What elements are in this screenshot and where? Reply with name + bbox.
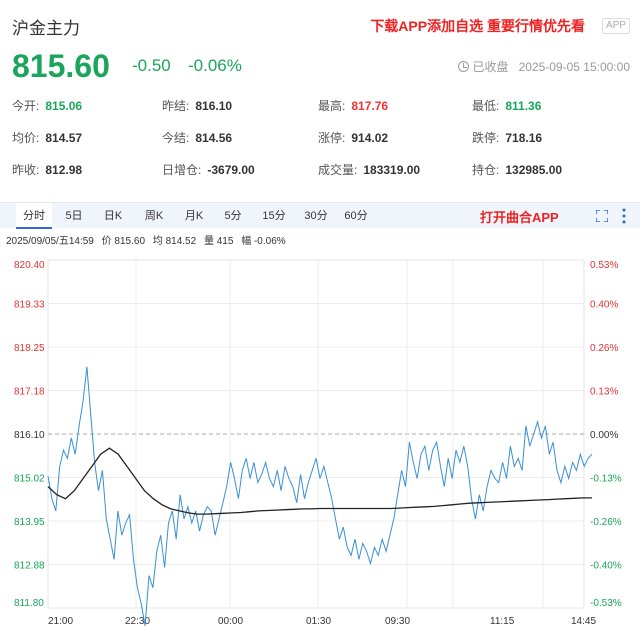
period-tab[interactable]: 5日 [65, 210, 83, 222]
pct-tick-label: 0.00% [590, 430, 618, 441]
open-app-link[interactable]: 打开曲合APP [480, 210, 559, 225]
quote-cell: 持仓: 132985.00 [472, 161, 562, 178]
pct-tick-label: 0.26% [590, 343, 618, 354]
period-tab[interactable]: 15分 [262, 210, 286, 222]
price-line [47, 366, 593, 626]
app-badge[interactable]: APP [601, 18, 630, 34]
market-status-text: 已收盘 [472, 60, 509, 74]
quote-grid: 今开: 815.06 昨结: 816.10 最高: 817.76 最低: 811.36 均价: 8… [12, 92, 632, 188]
quote-row: 均价: 814.57 今结: 814.56 涨停: 914.02 跌停: 718.16 [12, 124, 632, 156]
quote-label: 昨结: [162, 99, 190, 113]
chart-info-bar: 2025/09/05/五14:59 价 815.60 均 814.52 量 41… [6, 232, 291, 247]
quote-cell: 最低: 811.36 [472, 97, 541, 114]
y-tick-label: 816.10 [14, 430, 45, 441]
quote-label: 跌停: [472, 131, 500, 145]
period-toolbar: 打开曲合APP 分时 5日 日K 周K 月K 5分 15分 30分 60分 [0, 202, 640, 229]
period-tab[interactable]: 30分 [304, 210, 328, 222]
quote-label: 持仓: [472, 163, 500, 177]
y-tick-label: 815.02 [14, 474, 45, 485]
quote-value: 811.36 [505, 99, 542, 113]
y-tick-label: 813.95 [14, 517, 45, 528]
quote-value: 815.06 [45, 99, 83, 113]
quote-label: 最高: [318, 99, 346, 113]
quote-cell: 最高: 817.76 [318, 97, 388, 114]
y-tick-label: 819.33 [14, 300, 45, 311]
download-app-promo[interactable]: 下载APP添加自选 重要行情优先看 [370, 18, 585, 34]
quote-value: 183319.00 [363, 163, 421, 177]
x-tick-label: 11:15 [490, 616, 515, 627]
price-change: -0.50 [132, 56, 171, 75]
pct-tick-label: -0.53% [590, 598, 622, 609]
y-tick-label: 820.40 [14, 260, 45, 271]
period-tab[interactable]: 周K [144, 210, 164, 222]
quote-value: 812.98 [45, 163, 83, 177]
market-timestamp: 2025-09-05 15:00:00 [518, 60, 630, 74]
quote-label: 今结: [162, 131, 190, 145]
info-volume: 量 415 [203, 236, 234, 247]
intraday-chart[interactable]: 820.40 0.53% 819.33 0.40% 818.25 0.26% 817.18 0… [0, 250, 640, 628]
quote-label: 涨停: [318, 131, 346, 145]
period-tab[interactable]: 5分 [224, 210, 242, 222]
quote-cell: 今结: 814.56 [162, 129, 232, 146]
quote-label: 最低: [472, 99, 500, 113]
x-tick-label: 01:30 [306, 616, 331, 627]
y-tick-label: 812.88 [14, 561, 45, 572]
y-tick-label: 811.80 [14, 598, 44, 609]
quote-cell: 均价: 814.57 [12, 129, 82, 146]
period-tab[interactable]: 分时 [16, 203, 52, 229]
quote-row: 昨收: 812.98 日增仓: -3679.00 成交量: 183319.00 持仓: 132… [12, 156, 632, 188]
quote-cell: 昨结: 816.10 [162, 97, 232, 114]
period-tab[interactable]: 60分 [344, 210, 368, 222]
pct-tick-label: 0.40% [590, 300, 618, 311]
quote-label: 成交量: [318, 163, 358, 177]
quote-cell: 日增仓: -3679.00 [162, 161, 255, 178]
pct-tick-label: 0.53% [590, 260, 618, 271]
x-tick-label: 00:00 [218, 616, 243, 627]
y-tick-label: 818.25 [14, 343, 45, 354]
period-tab[interactable]: 日K [103, 210, 123, 222]
quote-label: 今开: [12, 99, 40, 113]
pct-tick-label: -0.26% [590, 517, 622, 528]
info-price: 价 815.60 [101, 236, 146, 247]
quote-value: 817.76 [351, 99, 389, 113]
more-icon[interactable] [622, 208, 626, 224]
x-tick-label: 09:30 [385, 616, 410, 627]
quote-label: 均价: [12, 131, 40, 145]
x-tick-label: 22:30 [125, 616, 150, 627]
info-amplitude: 幅 -0.06% [241, 236, 286, 247]
quote-cell: 成交量: 183319.00 [318, 161, 420, 178]
quote-label: 日增仓: [162, 163, 202, 177]
quote-cell: 跌停: 718.16 [472, 129, 542, 146]
clock-icon [457, 61, 469, 72]
quote-label: 昨收: [12, 163, 40, 177]
average-price-line [47, 447, 592, 515]
price-change-pct: -0.06% [188, 56, 242, 75]
x-tick-label: 14:45 [571, 616, 596, 627]
quote-cell: 涨停: 914.02 [318, 129, 388, 146]
pct-tick-label: -0.13% [590, 474, 622, 485]
price-row: 815.60 -0.50 -0.06% 已收盘 2025-09-05 15:00:… [12, 44, 630, 88]
pct-tick-label: 0.13% [590, 387, 618, 398]
quote-value: -3679.00 [207, 163, 255, 177]
fullscreen-icon[interactable] [596, 210, 608, 222]
period-tab[interactable]: 月K [184, 210, 204, 222]
info-datetime: 2025/09/05/五14:59 [6, 236, 94, 247]
last-price: 815.60 [12, 48, 110, 84]
quote-row: 今开: 815.06 昨结: 816.10 最高: 817.76 最低: 811.36 [12, 92, 632, 124]
market-status: 已收盘 2025-09-05 15:00:00 [457, 58, 630, 75]
info-avg: 均 814.52 [152, 236, 197, 247]
quote-value: 816.10 [195, 99, 233, 113]
x-tick-label: 21:00 [48, 616, 73, 627]
quote-cell: 今开: 815.06 [12, 97, 82, 114]
quote-value: 914.02 [351, 131, 389, 145]
instrument-name: 沪金主力 [12, 19, 80, 38]
quote-cell: 昨收: 812.98 [12, 161, 82, 178]
quote-value: 814.57 [45, 131, 83, 145]
title-row: 沪金主力 下载APP添加自选 重要行情优先看 APP [12, 14, 630, 38]
quote-value: 718.16 [505, 131, 543, 145]
y-tick-label: 817.18 [14, 387, 45, 398]
quote-value: 814.56 [195, 131, 233, 145]
pct-tick-label: -0.40% [590, 561, 622, 572]
quote-value: 132985.00 [505, 163, 563, 177]
